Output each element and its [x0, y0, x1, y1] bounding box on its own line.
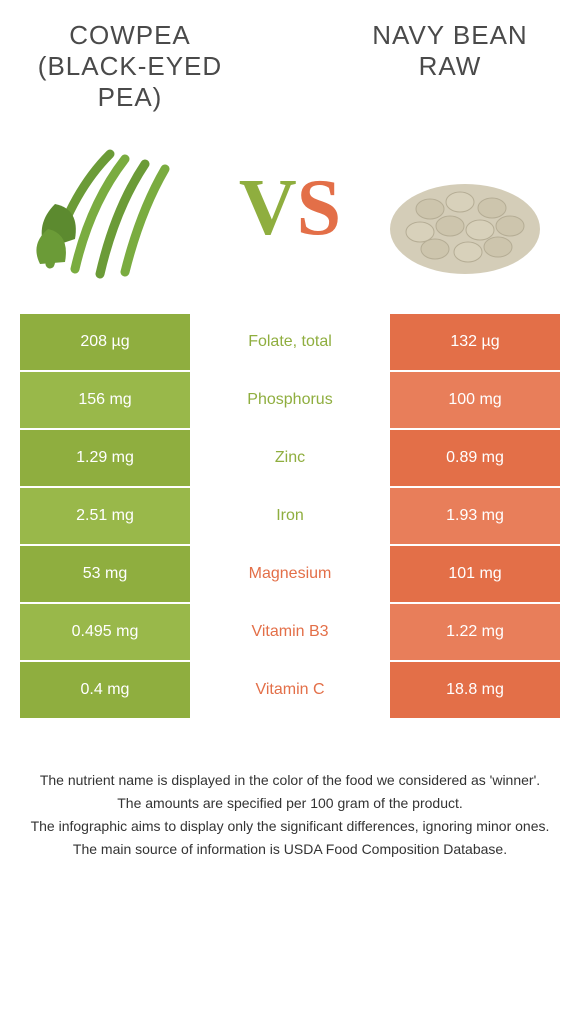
right-value-cell: 0.89 mg — [390, 430, 560, 486]
vs-v: V — [239, 164, 297, 252]
right-value-cell: 1.22 mg — [390, 604, 560, 660]
header: COWPEA (BLACK-EYED PEA) NAVY BEAN RAW — [0, 0, 580, 124]
table-row: 0.495 mgVitamin B31.22 mg — [20, 604, 560, 660]
footer-line-1: The nutrient name is displayed in the co… — [20, 770, 560, 791]
right-value-cell: 100 mg — [390, 372, 560, 428]
left-food-image — [30, 134, 200, 284]
nutrient-name-cell: Iron — [190, 488, 390, 544]
left-value-cell: 0.4 mg — [20, 662, 190, 718]
footer-line-3: The infographic aims to display only the… — [20, 816, 560, 837]
left-value-cell: 208 µg — [20, 314, 190, 370]
vs-s: S — [297, 164, 342, 252]
left-title-col: COWPEA (BLACK-EYED PEA) — [30, 20, 230, 114]
footer-line-2: The amounts are specified per 100 gram o… — [20, 793, 560, 814]
footer-notes: The nutrient name is displayed in the co… — [0, 720, 580, 882]
table-row: 53 mgMagnesium101 mg — [20, 546, 560, 602]
nutrient-name-cell: Folate, total — [190, 314, 390, 370]
right-title-col: NAVY BEAN RAW — [350, 20, 550, 82]
nutrient-name-cell: Vitamin C — [190, 662, 390, 718]
left-value-cell: 156 mg — [20, 372, 190, 428]
images-row: VS — [0, 124, 580, 314]
right-value-cell: 18.8 mg — [390, 662, 560, 718]
left-value-cell: 1.29 mg — [20, 430, 190, 486]
nutrient-name-cell: Vitamin B3 — [190, 604, 390, 660]
footer-line-4: The main source of information is USDA F… — [20, 839, 560, 860]
right-food-image — [380, 134, 550, 284]
table-row: 156 mgPhosphorus100 mg — [20, 372, 560, 428]
left-value-cell: 53 mg — [20, 546, 190, 602]
left-food-title: COWPEA (BLACK-EYED PEA) — [30, 20, 230, 114]
table-row: 208 µgFolate, total132 µg — [20, 314, 560, 370]
table-row: 0.4 mgVitamin C18.8 mg — [20, 662, 560, 718]
nutrient-name-cell: Phosphorus — [190, 372, 390, 428]
nutrient-name-cell: Magnesium — [190, 546, 390, 602]
right-value-cell: 132 µg — [390, 314, 560, 370]
table-row: 2.51 mgIron1.93 mg — [20, 488, 560, 544]
table-row: 1.29 mgZinc0.89 mg — [20, 430, 560, 486]
vs-label: VS — [239, 163, 341, 254]
nutrient-name-cell: Zinc — [190, 430, 390, 486]
right-value-cell: 101 mg — [390, 546, 560, 602]
comparison-table: 208 µgFolate, total132 µg156 mgPhosphoru… — [20, 314, 560, 718]
left-value-cell: 2.51 mg — [20, 488, 190, 544]
right-value-cell: 1.93 mg — [390, 488, 560, 544]
right-food-title: NAVY BEAN RAW — [350, 20, 550, 82]
left-value-cell: 0.495 mg — [20, 604, 190, 660]
